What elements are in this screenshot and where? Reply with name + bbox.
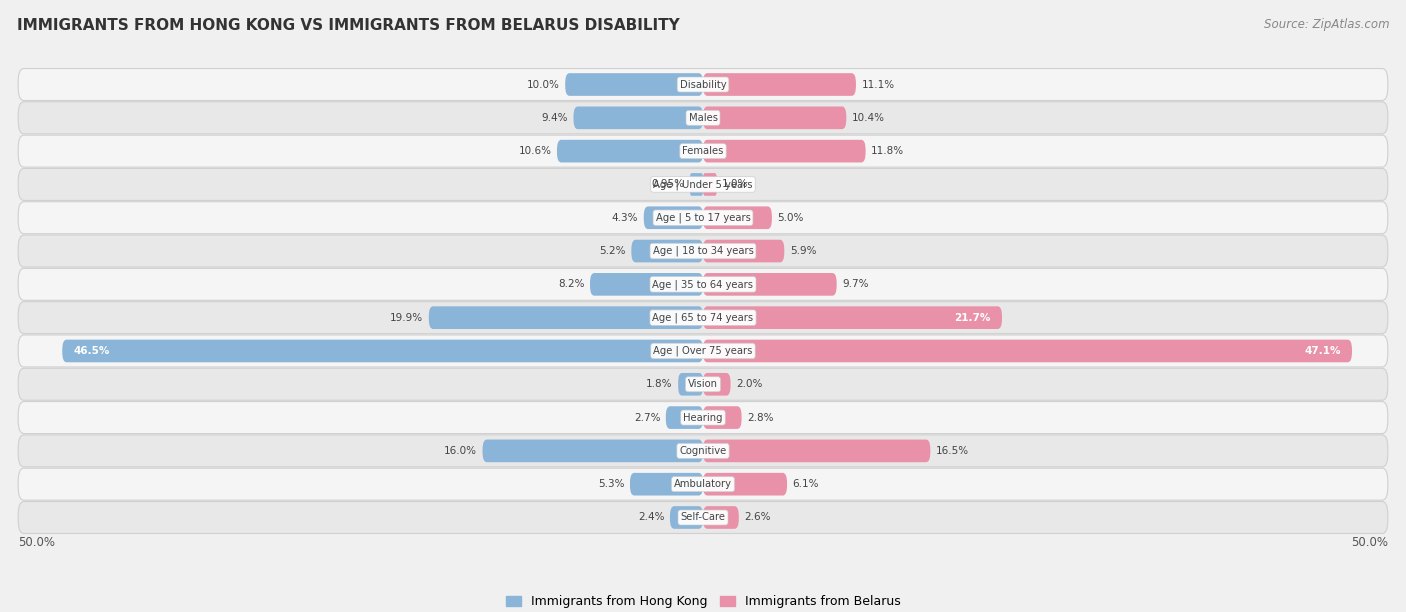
FancyBboxPatch shape: [669, 506, 703, 529]
FancyBboxPatch shape: [703, 307, 1002, 329]
FancyBboxPatch shape: [557, 140, 703, 162]
FancyBboxPatch shape: [630, 473, 703, 496]
FancyBboxPatch shape: [18, 69, 1388, 100]
Text: 50.0%: 50.0%: [18, 536, 55, 549]
Text: 5.0%: 5.0%: [778, 213, 804, 223]
Text: Disability: Disability: [679, 80, 727, 89]
FancyBboxPatch shape: [703, 373, 731, 395]
Text: 0.95%: 0.95%: [651, 179, 685, 190]
Text: 6.1%: 6.1%: [793, 479, 820, 489]
Text: IMMIGRANTS FROM HONG KONG VS IMMIGRANTS FROM BELARUS DISABILITY: IMMIGRANTS FROM HONG KONG VS IMMIGRANTS …: [17, 18, 679, 34]
FancyBboxPatch shape: [18, 102, 1388, 134]
Text: 2.8%: 2.8%: [747, 412, 773, 422]
Text: Age | Under 5 years: Age | Under 5 years: [654, 179, 752, 190]
FancyBboxPatch shape: [690, 173, 703, 196]
Text: Age | Over 75 years: Age | Over 75 years: [654, 346, 752, 356]
Text: Age | 18 to 34 years: Age | 18 to 34 years: [652, 246, 754, 256]
Text: 4.3%: 4.3%: [612, 213, 638, 223]
FancyBboxPatch shape: [18, 435, 1388, 467]
FancyBboxPatch shape: [18, 269, 1388, 300]
Text: 9.7%: 9.7%: [842, 279, 869, 289]
FancyBboxPatch shape: [18, 501, 1388, 534]
FancyBboxPatch shape: [18, 168, 1388, 200]
Text: Source: ZipAtlas.com: Source: ZipAtlas.com: [1264, 18, 1389, 31]
FancyBboxPatch shape: [703, 406, 741, 429]
Text: 2.4%: 2.4%: [638, 512, 665, 523]
FancyBboxPatch shape: [18, 202, 1388, 234]
FancyBboxPatch shape: [18, 302, 1388, 334]
Text: 10.6%: 10.6%: [519, 146, 551, 156]
FancyBboxPatch shape: [703, 140, 866, 162]
FancyBboxPatch shape: [18, 135, 1388, 167]
Text: 21.7%: 21.7%: [955, 313, 991, 323]
Text: 2.7%: 2.7%: [634, 412, 661, 422]
Text: 5.2%: 5.2%: [599, 246, 626, 256]
FancyBboxPatch shape: [18, 468, 1388, 500]
FancyBboxPatch shape: [18, 335, 1388, 367]
Text: Vision: Vision: [688, 379, 718, 389]
Legend: Immigrants from Hong Kong, Immigrants from Belarus: Immigrants from Hong Kong, Immigrants fr…: [506, 595, 900, 608]
FancyBboxPatch shape: [678, 373, 703, 395]
Text: Females: Females: [682, 146, 724, 156]
Text: 2.6%: 2.6%: [744, 512, 770, 523]
Text: 10.4%: 10.4%: [852, 113, 884, 123]
FancyBboxPatch shape: [18, 235, 1388, 267]
FancyBboxPatch shape: [703, 340, 1353, 362]
Text: 9.4%: 9.4%: [541, 113, 568, 123]
FancyBboxPatch shape: [565, 73, 703, 96]
FancyBboxPatch shape: [703, 173, 717, 196]
FancyBboxPatch shape: [703, 473, 787, 496]
Text: 2.0%: 2.0%: [737, 379, 762, 389]
Text: Self-Care: Self-Care: [681, 512, 725, 523]
FancyBboxPatch shape: [703, 273, 837, 296]
Text: 50.0%: 50.0%: [1351, 536, 1388, 549]
FancyBboxPatch shape: [18, 401, 1388, 433]
FancyBboxPatch shape: [703, 73, 856, 96]
Text: Hearing: Hearing: [683, 412, 723, 422]
Text: 1.0%: 1.0%: [723, 179, 748, 190]
Text: Cognitive: Cognitive: [679, 446, 727, 456]
FancyBboxPatch shape: [591, 273, 703, 296]
Text: Age | 5 to 17 years: Age | 5 to 17 years: [655, 212, 751, 223]
Text: 10.0%: 10.0%: [527, 80, 560, 89]
FancyBboxPatch shape: [703, 206, 772, 229]
FancyBboxPatch shape: [18, 368, 1388, 400]
FancyBboxPatch shape: [482, 439, 703, 462]
FancyBboxPatch shape: [62, 340, 703, 362]
Text: 8.2%: 8.2%: [558, 279, 585, 289]
FancyBboxPatch shape: [703, 106, 846, 129]
Text: 11.1%: 11.1%: [862, 80, 894, 89]
Text: 16.0%: 16.0%: [444, 446, 477, 456]
Text: 5.9%: 5.9%: [790, 246, 817, 256]
Text: Age | 35 to 64 years: Age | 35 to 64 years: [652, 279, 754, 289]
FancyBboxPatch shape: [666, 406, 703, 429]
FancyBboxPatch shape: [644, 206, 703, 229]
Text: 19.9%: 19.9%: [391, 313, 423, 323]
FancyBboxPatch shape: [429, 307, 703, 329]
FancyBboxPatch shape: [703, 240, 785, 263]
Text: 46.5%: 46.5%: [73, 346, 110, 356]
FancyBboxPatch shape: [574, 106, 703, 129]
FancyBboxPatch shape: [631, 240, 703, 263]
FancyBboxPatch shape: [703, 439, 931, 462]
Text: 16.5%: 16.5%: [936, 446, 969, 456]
Text: 47.1%: 47.1%: [1305, 346, 1341, 356]
Text: 11.8%: 11.8%: [872, 146, 904, 156]
Text: Males: Males: [689, 113, 717, 123]
Text: 1.8%: 1.8%: [647, 379, 672, 389]
FancyBboxPatch shape: [703, 506, 738, 529]
Text: Ambulatory: Ambulatory: [673, 479, 733, 489]
Text: 5.3%: 5.3%: [598, 479, 624, 489]
Text: Age | 65 to 74 years: Age | 65 to 74 years: [652, 312, 754, 323]
